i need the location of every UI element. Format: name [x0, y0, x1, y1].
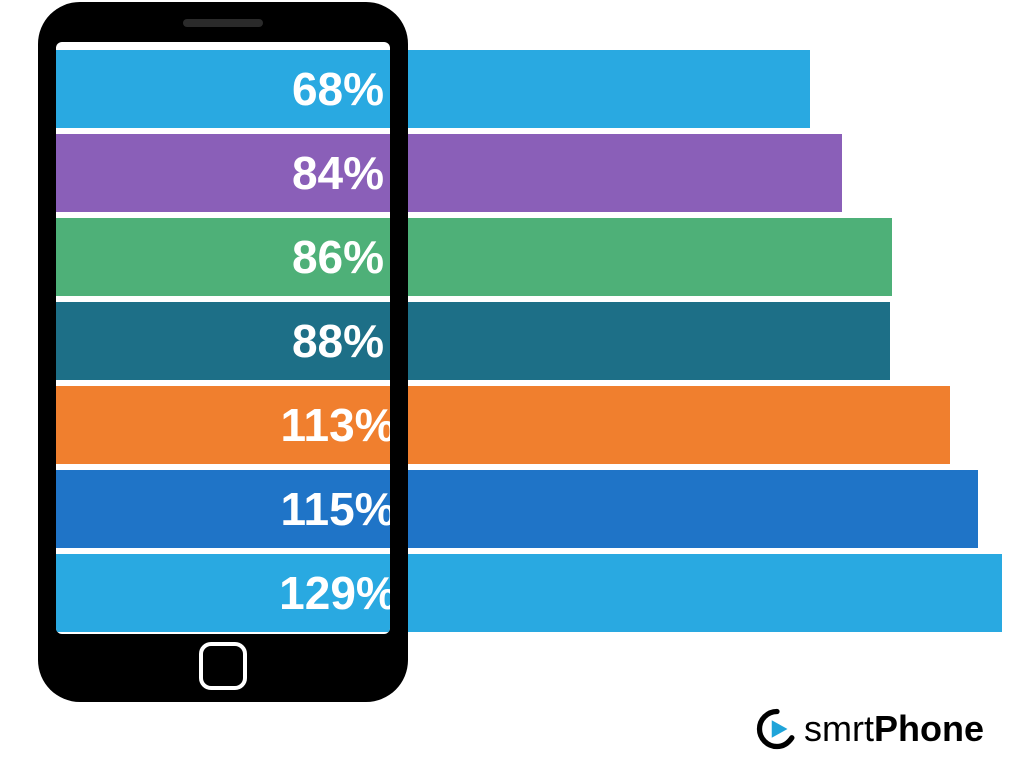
metric-bar-inner: 84%	[56, 134, 390, 212]
phone-home-button	[199, 642, 247, 690]
metric-percent: 68%	[153, 62, 390, 116]
metric-bar-inner: 129%	[56, 554, 390, 632]
metric-percent: 88%	[153, 314, 390, 368]
metric-bar-inner: 68%	[56, 50, 390, 128]
metric-bar-inner: 115%	[56, 470, 390, 548]
metric-bar-inner: 88%	[56, 302, 390, 380]
metric-percent: 113%	[153, 398, 390, 452]
phone-frame: 68% 84% 86% 88% 113% 115% 129%	[38, 2, 408, 702]
metric-bar-inner: 113%	[56, 386, 390, 464]
metric-percent: 84%	[153, 146, 390, 200]
infographic-canvas: 68%84%86%88%113%115%129% smrtDialer Call…	[0, 0, 1024, 768]
metric-percent: 86%	[153, 230, 390, 284]
metric-percent: 115%	[153, 482, 390, 536]
phone-speaker	[183, 19, 263, 27]
metric-bar-inner: 86%	[56, 218, 390, 296]
phone-screen: 68% 84% 86% 88% 113% 115% 129%	[56, 42, 390, 634]
metric-percent: 129%	[153, 566, 390, 620]
